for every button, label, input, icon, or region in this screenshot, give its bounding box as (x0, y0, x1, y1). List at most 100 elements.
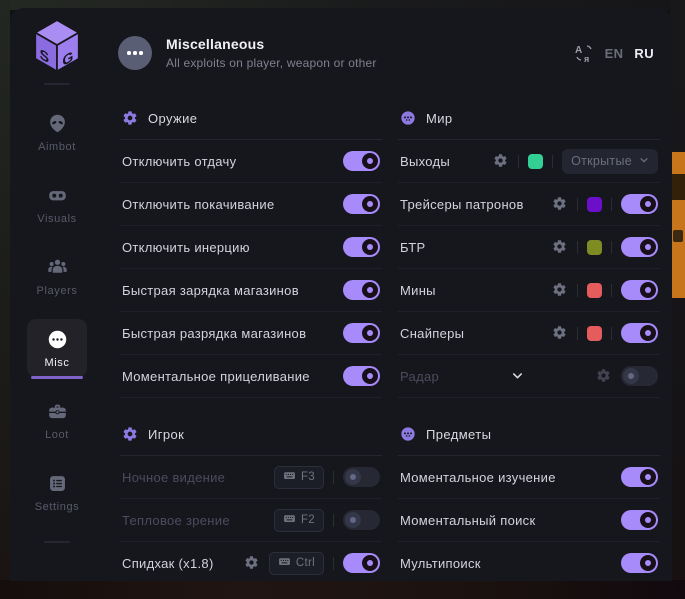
controls-divider (577, 197, 578, 211)
feature-label: Мультипоиск (400, 555, 481, 571)
content-column-left: Оружие Отключить отдачу Отключить покачива… (120, 104, 382, 581)
gear-icon[interactable] (552, 325, 568, 341)
keybind-label: Ctrl (295, 557, 315, 569)
toggle-knob (640, 325, 656, 341)
toggle-switch[interactable] (343, 323, 380, 343)
toggle-switch[interactable] (621, 323, 658, 343)
toggle-knob (640, 512, 656, 528)
feature-row: Моментальный поиск (398, 499, 660, 542)
toggle-knob (362, 555, 378, 571)
section-title: Предметы (426, 426, 492, 442)
toggle-switch[interactable] (621, 280, 658, 300)
keyboard-icon (283, 512, 296, 528)
header-titles: Miscellaneous All exploits on player, we… (166, 36, 377, 70)
svg-text:G: G (62, 48, 73, 70)
toggle-switch[interactable] (343, 151, 380, 171)
feature-row: Трейсеры патронов (398, 183, 660, 226)
alien-icon (46, 112, 68, 134)
toggle-switch[interactable] (343, 467, 380, 487)
sidebar-item-loot[interactable]: Loot (27, 391, 87, 449)
sidebar-item-label: Players (36, 285, 78, 297)
section-header-world: Мир (398, 104, 660, 140)
sidebar-item-label: Loot (45, 429, 69, 441)
color-swatch[interactable] (587, 196, 602, 212)
sidebar-item-label: Settings (34, 501, 80, 513)
color-swatch[interactable] (587, 325, 602, 341)
keybind-badge[interactable]: F2 (273, 508, 324, 532)
background-game-top (0, 0, 685, 10)
sidebar-item-aimbot[interactable]: Aimbot (27, 103, 87, 161)
sidebar-item-visuals[interactable]: Visuals (27, 175, 87, 233)
toggle-switch[interactable] (343, 194, 380, 214)
chevron-down-icon[interactable] (510, 368, 526, 384)
controls-divider (611, 283, 612, 297)
gear-icon[interactable] (552, 196, 568, 212)
dropdown-select[interactable]: Открытые (562, 148, 658, 174)
toggle-switch[interactable] (621, 510, 658, 530)
row-controls (343, 323, 380, 343)
controls-divider (611, 197, 612, 211)
sidebar-item-settings[interactable]: Settings (27, 463, 87, 521)
section-world: Мир Выходы Открытые Трейсеры патронов БТР Мин… (398, 104, 660, 398)
background-game-artifact (671, 152, 685, 298)
feature-label: Моментальное прицеливание (122, 368, 310, 384)
feature-label: Отключить отдачу (122, 153, 237, 169)
row-controls (343, 151, 380, 171)
toggle-switch[interactable] (343, 553, 380, 573)
toggle-switch[interactable] (343, 280, 380, 300)
feature-row: Выходы Открытые (398, 140, 660, 183)
section-title: Оружие (148, 110, 198, 126)
toggle-switch[interactable] (621, 553, 658, 573)
keybind-badge[interactable]: Ctrl (268, 551, 324, 575)
row-controls: F3 (273, 465, 380, 489)
chevron-down-icon (639, 154, 649, 168)
lang-ru-button[interactable]: RU (634, 45, 654, 61)
toggle-switch[interactable] (621, 194, 658, 214)
gear-icon[interactable] (244, 555, 260, 571)
gear-icon (122, 110, 138, 126)
section-header-player: Игрок (120, 420, 382, 456)
color-swatch[interactable] (528, 153, 544, 169)
toggle-knob (362, 368, 378, 384)
toggle-switch[interactable] (621, 467, 658, 487)
section-title: Мир (426, 110, 453, 126)
row-controls (552, 237, 658, 257)
feature-label: Моментальное изучение (400, 469, 556, 485)
settings-icon (46, 472, 68, 494)
row-spacer (439, 368, 596, 384)
feature-row: Снайперы (398, 312, 660, 355)
feature-label: Моментальный поиск (400, 512, 536, 528)
gear-icon[interactable] (552, 282, 568, 298)
feature-label: Выходы (400, 153, 451, 169)
gear-icon[interactable] (493, 153, 509, 169)
feature-label: Отключить покачивание (122, 196, 275, 212)
lang-en-button[interactable]: EN (604, 45, 624, 61)
toggle-switch[interactable] (621, 237, 658, 257)
toggle-switch[interactable] (343, 366, 380, 386)
controls-divider (611, 326, 612, 340)
toggle-switch[interactable] (343, 237, 380, 257)
gear-icon[interactable] (596, 368, 612, 384)
row-controls (343, 237, 380, 257)
keybind-badge[interactable]: F3 (273, 465, 324, 489)
controls-divider (611, 240, 612, 254)
row-controls: F2 (273, 508, 380, 532)
feature-label: Отключить инерцию (122, 239, 250, 255)
toggle-knob (345, 469, 361, 485)
sidebar-divider (44, 83, 70, 85)
sidebar-item-misc[interactable]: Misc (27, 319, 87, 379)
sidebar: S G Aimbot Visuals Players Misc Loot Settings (10, 8, 104, 581)
section-title: Игрок (148, 426, 185, 442)
row-controls (552, 280, 658, 300)
controls-divider (577, 283, 578, 297)
color-swatch[interactable] (587, 239, 602, 255)
sidebar-item-players[interactable]: Players (27, 247, 87, 305)
gear-icon[interactable] (552, 239, 568, 255)
feature-row: Моментальное прицеливание (120, 355, 382, 398)
color-swatch[interactable] (587, 282, 602, 298)
toggle-switch[interactable] (343, 510, 380, 530)
toggle-knob (640, 469, 656, 485)
toggle-switch[interactable] (621, 366, 658, 386)
section-weapon: Оружие Отключить отдачу Отключить покачива… (120, 104, 382, 398)
content: Оружие Отключить отдачу Отключить покачива… (104, 84, 672, 581)
